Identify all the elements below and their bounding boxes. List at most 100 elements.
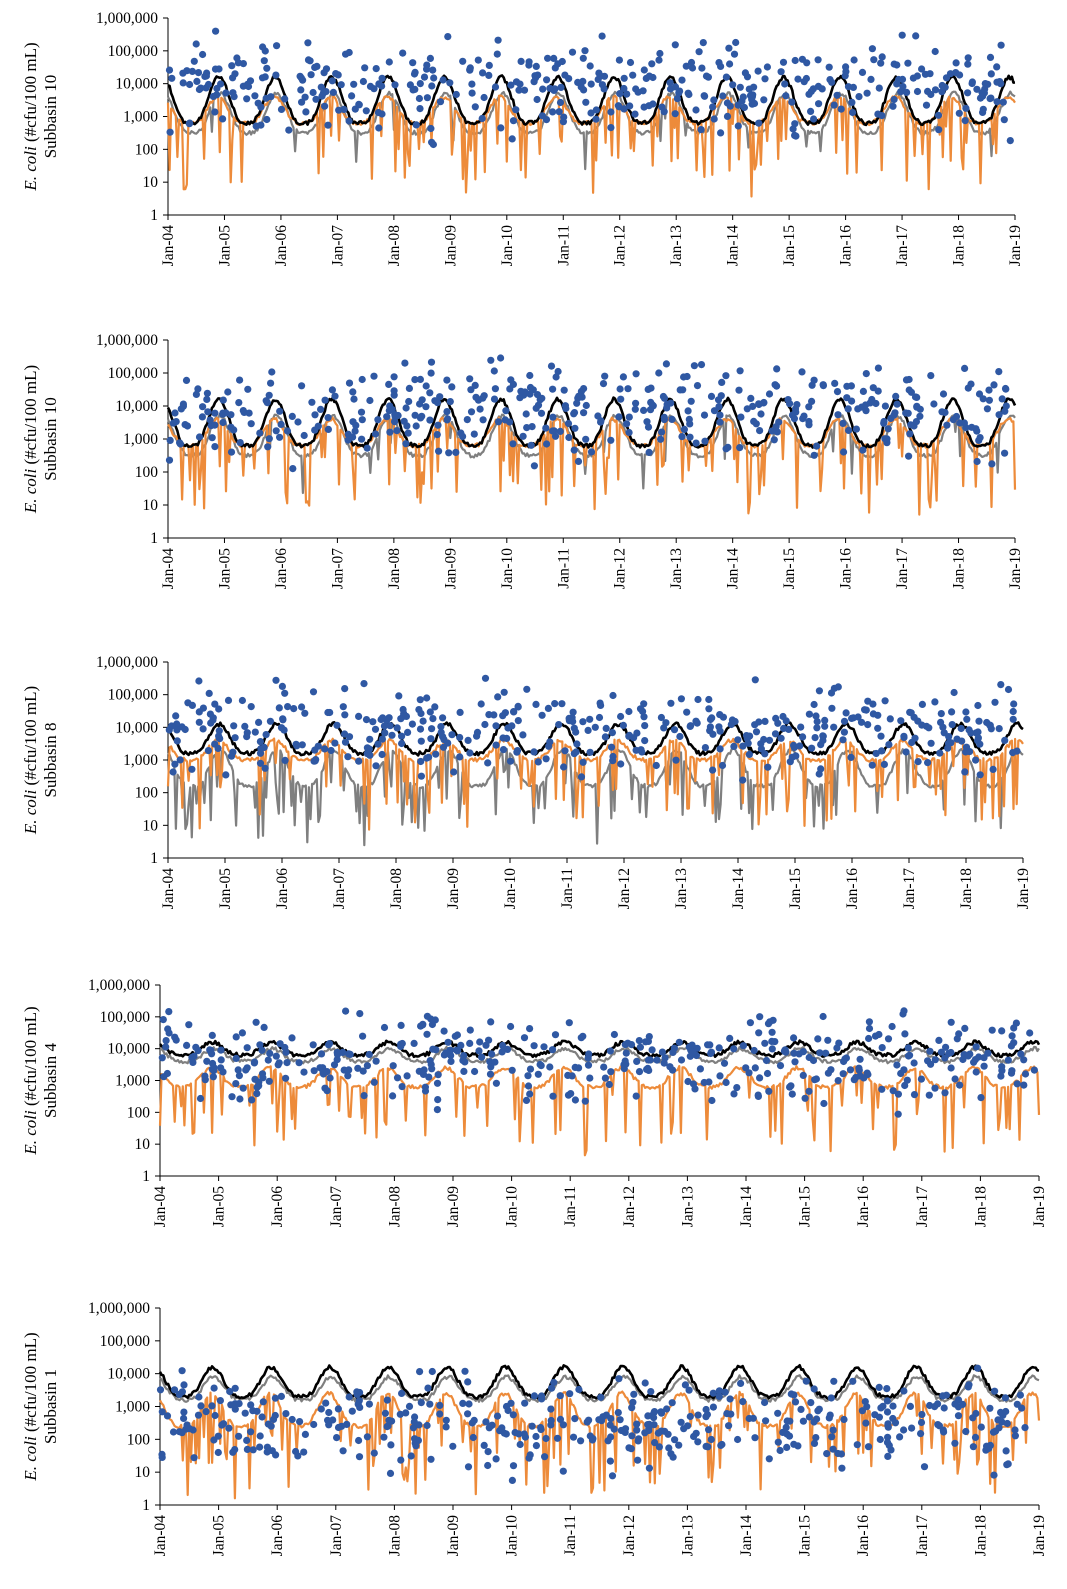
- data-point: [432, 750, 440, 758]
- data-point: [931, 1056, 939, 1064]
- data-point: [345, 1050, 353, 1058]
- data-point: [894, 1110, 902, 1118]
- data-point: [667, 399, 675, 407]
- data-point: [733, 1084, 741, 1092]
- data-point: [718, 761, 727, 770]
- data-point: [849, 108, 857, 117]
- data-point: [926, 1047, 934, 1055]
- data-point: [652, 761, 660, 770]
- data-point: [219, 1068, 227, 1076]
- data-point: [722, 372, 730, 380]
- data-point: [617, 712, 625, 721]
- x-tick-label: Jan-19: [1031, 1186, 1048, 1228]
- data-point: [810, 376, 818, 384]
- data-point: [204, 408, 212, 416]
- data-point: [905, 452, 913, 460]
- data-point: [194, 69, 203, 77]
- data-point: [499, 734, 507, 742]
- x-tick-label: Jan-05: [211, 1186, 228, 1228]
- data-point: [846, 1066, 855, 1074]
- data-point: [356, 1010, 364, 1018]
- data-point: [623, 420, 631, 428]
- data-point: [783, 1443, 791, 1451]
- data-point: [546, 738, 554, 746]
- data-point: [508, 1066, 516, 1074]
- data-point: [415, 94, 423, 103]
- data-point: [964, 1052, 972, 1060]
- data-point: [253, 1407, 261, 1415]
- data-point: [918, 65, 926, 73]
- data-point: [355, 1453, 364, 1461]
- data-point: [396, 1410, 404, 1418]
- data-point: [471, 103, 479, 111]
- data-point: [774, 1409, 782, 1417]
- data-point: [668, 1399, 676, 1407]
- data-point: [416, 696, 424, 704]
- data-point: [285, 126, 293, 134]
- data-point: [454, 1047, 462, 1055]
- data-point: [685, 1386, 693, 1394]
- data-point: [551, 1031, 560, 1039]
- data-point: [537, 1424, 545, 1432]
- data-point: [864, 721, 872, 729]
- data-point: [464, 1410, 472, 1418]
- data-point: [746, 92, 755, 100]
- data-point: [158, 1054, 166, 1062]
- data-point: [926, 70, 934, 78]
- data-point: [541, 1453, 549, 1461]
- y-tick-label: 1,000: [115, 1399, 150, 1416]
- data-point: [722, 1078, 730, 1087]
- data-point: [549, 1092, 557, 1100]
- data-point: [847, 753, 855, 762]
- data-point: [908, 738, 916, 747]
- data-point: [841, 72, 849, 80]
- data-point: [282, 1048, 290, 1056]
- data-point: [669, 1048, 677, 1056]
- data-point: [335, 106, 343, 114]
- data-point: [608, 1472, 617, 1480]
- data-point: [281, 95, 289, 103]
- data-point: [578, 393, 586, 401]
- data-point: [745, 750, 754, 759]
- data-point: [997, 681, 1005, 689]
- data-point: [558, 57, 566, 66]
- data-point: [282, 1074, 290, 1082]
- data-point: [256, 759, 265, 767]
- data-point: [796, 742, 804, 750]
- data-point: [756, 427, 764, 435]
- data-point: [203, 395, 211, 403]
- data-point: [839, 419, 847, 427]
- data-point: [1001, 449, 1009, 457]
- data-point: [723, 112, 732, 120]
- data-point: [370, 372, 378, 380]
- data-point: [380, 1023, 389, 1032]
- data-point: [439, 743, 448, 751]
- data-point: [927, 1060, 935, 1068]
- data-point: [532, 700, 540, 709]
- data-point: [539, 85, 547, 93]
- data-point: [561, 747, 569, 755]
- data-point: [935, 126, 943, 134]
- data-point: [813, 442, 821, 450]
- data-point: [586, 748, 594, 756]
- data-point: [264, 1056, 272, 1064]
- data-point: [730, 1090, 738, 1098]
- data-point: [1001, 1394, 1010, 1402]
- data-point: [360, 1092, 368, 1100]
- x-tick-label: Jan-07: [331, 868, 348, 910]
- data-point: [675, 1038, 683, 1046]
- data-point: [643, 418, 651, 426]
- data-point: [355, 757, 363, 765]
- y-tick-label: 10: [143, 817, 159, 834]
- data-point: [485, 71, 493, 79]
- data-point: [229, 748, 237, 756]
- data-point: [716, 411, 724, 419]
- data-point: [272, 676, 280, 684]
- data-point: [893, 1061, 901, 1069]
- data-point: [656, 49, 664, 58]
- data-point: [310, 757, 318, 765]
- y-tick-label: 1,000: [115, 1073, 150, 1090]
- data-point: [417, 1399, 425, 1407]
- data-point: [705, 705, 713, 713]
- data-point: [691, 1085, 699, 1093]
